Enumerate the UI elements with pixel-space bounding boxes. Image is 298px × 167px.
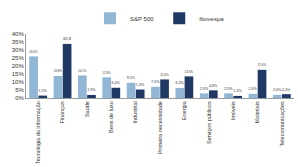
svg-text:Imóveis: Imóveis: [230, 101, 236, 120]
svg-text:33,8: 33,8: [63, 36, 72, 41]
svg-text:40%: 40%: [12, 31, 25, 37]
svg-text:30%: 30%: [12, 47, 25, 53]
svg-text:9,5%: 9,5%: [127, 76, 136, 80]
svg-text:2,0%: 2,0%: [273, 88, 282, 92]
svg-text:14,1%: 14,1%: [78, 69, 87, 73]
svg-text:11,6%: 11,6%: [160, 73, 169, 77]
svg-text:Materiais: Materiais: [254, 101, 260, 124]
svg-text:12,9%: 12,9%: [102, 71, 111, 75]
svg-text:Serviços públicos: Serviços públicos: [206, 101, 212, 144]
svg-text:5%: 5%: [15, 87, 24, 93]
svg-text:6,4%: 6,4%: [112, 81, 121, 85]
svg-text:Telecomunicações: Telecomunicações: [279, 101, 285, 146]
svg-text:2,9%: 2,9%: [200, 87, 209, 91]
svg-text:Primeira necessidade: Primeira necessidade: [157, 101, 163, 154]
svg-text:S&P 500: S&P 500: [130, 16, 154, 22]
svg-text:1,3%: 1,3%: [233, 89, 242, 93]
svg-text:7,0%: 7,0%: [151, 80, 160, 84]
svg-text:5,3%: 5,3%: [136, 83, 145, 87]
svg-text:26,0%: 26,0%: [29, 50, 38, 54]
svg-text:15%: 15%: [12, 71, 25, 77]
svg-text:2,6%: 2,6%: [249, 87, 258, 91]
svg-text:Tecnologia da informação: Tecnologia da informação: [35, 101, 41, 164]
svg-text:Saúde: Saúde: [84, 101, 90, 117]
svg-text:13,8%: 13,8%: [54, 69, 63, 73]
svg-text:Ibovespa: Ibovespa: [199, 16, 224, 22]
svg-text:1,5%: 1,5%: [38, 89, 47, 93]
svg-text:2,9%: 2,9%: [224, 87, 233, 91]
svg-text:Industrial: Industrial: [132, 101, 138, 123]
svg-text:17,6%: 17,6%: [258, 63, 267, 67]
svg-text:2,4%: 2,4%: [282, 88, 291, 92]
svg-text:4,8%: 4,8%: [209, 84, 218, 88]
svg-text:20%: 20%: [12, 63, 25, 69]
svg-text:13,5%: 13,5%: [185, 70, 194, 74]
svg-text:0%: 0%: [15, 95, 24, 101]
svg-text:35%: 35%: [12, 39, 25, 45]
svg-text:Bens de luxo: Bens de luxo: [108, 101, 114, 133]
svg-text:25%: 25%: [12, 55, 25, 61]
svg-text:6,3%: 6,3%: [175, 81, 184, 85]
svg-text:Energia: Energia: [181, 100, 187, 120]
svg-text:1,9%: 1,9%: [87, 88, 96, 92]
svg-text:10%: 10%: [12, 79, 25, 85]
svg-text:Finanças: Finanças: [59, 101, 65, 124]
